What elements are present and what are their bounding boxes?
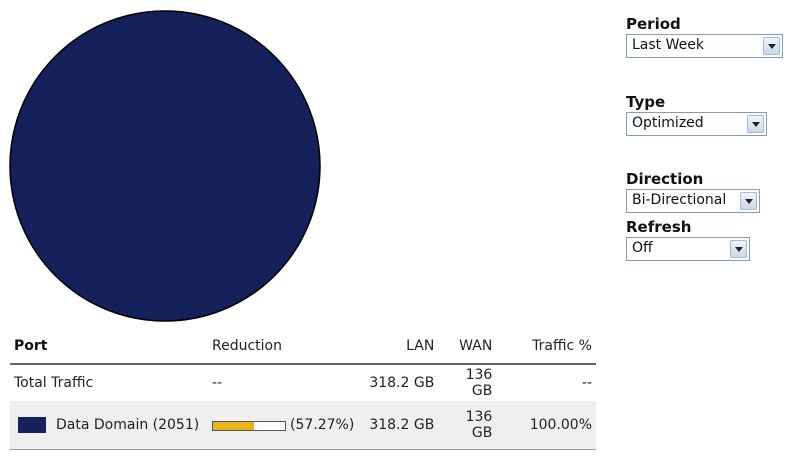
direction-value: Bi-Directional <box>632 192 727 208</box>
chevron-down-icon[interactable] <box>730 240 747 258</box>
direction-filter: Direction Bi-Directional <box>626 170 760 213</box>
chevron-down-icon[interactable] <box>747 115 764 133</box>
row-traffic: 100.00% <box>496 401 596 450</box>
column-header-wan[interactable]: WAN <box>438 329 497 365</box>
total-reduction: -- <box>212 375 223 391</box>
refresh-value: Off <box>632 240 653 256</box>
type-filter: Type Optimized <box>626 93 767 136</box>
port-traffic-table: Port Reduction LAN WAN Traffic % Total T… <box>10 329 596 450</box>
column-header-traffic[interactable]: Traffic % <box>496 329 596 365</box>
row-wan: 136 GB <box>438 401 497 450</box>
total-traffic-row: Total Traffic -- 318.2 GB 136 GB -- <box>10 364 596 401</box>
row-port: Data Domain (2051) <box>56 417 200 433</box>
legend-swatch <box>18 417 46 433</box>
period-select[interactable]: Last Week <box>626 34 783 58</box>
reduction-bar-fill <box>213 422 255 430</box>
column-header-lan[interactable]: LAN <box>358 329 439 365</box>
total-traffic: -- <box>581 375 592 391</box>
total-wan: 136 GB <box>465 367 493 399</box>
pie-slice-data-domain <box>9 10 321 322</box>
direction-label: Direction <box>626 170 704 188</box>
reduction-bar <box>212 421 286 431</box>
table-row[interactable]: Data Domain (2051) (57.27%) 318.2 GB 136… <box>10 401 596 450</box>
chevron-down-icon[interactable] <box>740 192 757 210</box>
reduction-percent: (57.27%) <box>290 417 355 433</box>
refresh-select[interactable]: Off <box>626 237 750 261</box>
row-lan: 318.2 GB <box>358 401 439 450</box>
type-select[interactable]: Optimized <box>626 112 767 136</box>
period-filter: Period Last Week <box>626 15 783 58</box>
type-label: Type <box>626 93 666 111</box>
period-value: Last Week <box>632 37 704 53</box>
period-label: Period <box>626 15 681 33</box>
direction-select[interactable]: Bi-Directional <box>626 189 760 213</box>
total-port: Total Traffic <box>14 375 94 391</box>
chevron-down-icon[interactable] <box>763 37 780 55</box>
refresh-label: Refresh <box>626 218 692 236</box>
type-value: Optimized <box>632 115 704 131</box>
row-reduction-cell: (57.27%) <box>208 401 359 450</box>
total-lan: 318.2 GB <box>369 375 435 391</box>
row-port-cell: Data Domain (2051) <box>10 401 208 450</box>
column-header-reduction[interactable]: Reduction <box>208 329 359 365</box>
table-header-row: Port Reduction LAN WAN Traffic % <box>10 329 596 365</box>
traffic-pie-chart <box>0 0 340 330</box>
column-header-port[interactable]: Port <box>10 329 208 365</box>
refresh-filter: Refresh Off <box>626 218 750 261</box>
